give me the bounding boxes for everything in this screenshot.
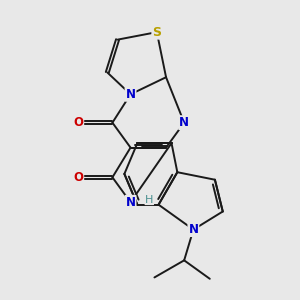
Text: N: N xyxy=(125,88,136,101)
Text: N: N xyxy=(125,196,136,209)
Text: O: O xyxy=(73,171,83,184)
Text: H: H xyxy=(145,194,154,205)
Text: N: N xyxy=(188,223,198,236)
Text: O: O xyxy=(73,116,83,129)
Text: N: N xyxy=(179,116,189,129)
Text: S: S xyxy=(152,26,161,39)
